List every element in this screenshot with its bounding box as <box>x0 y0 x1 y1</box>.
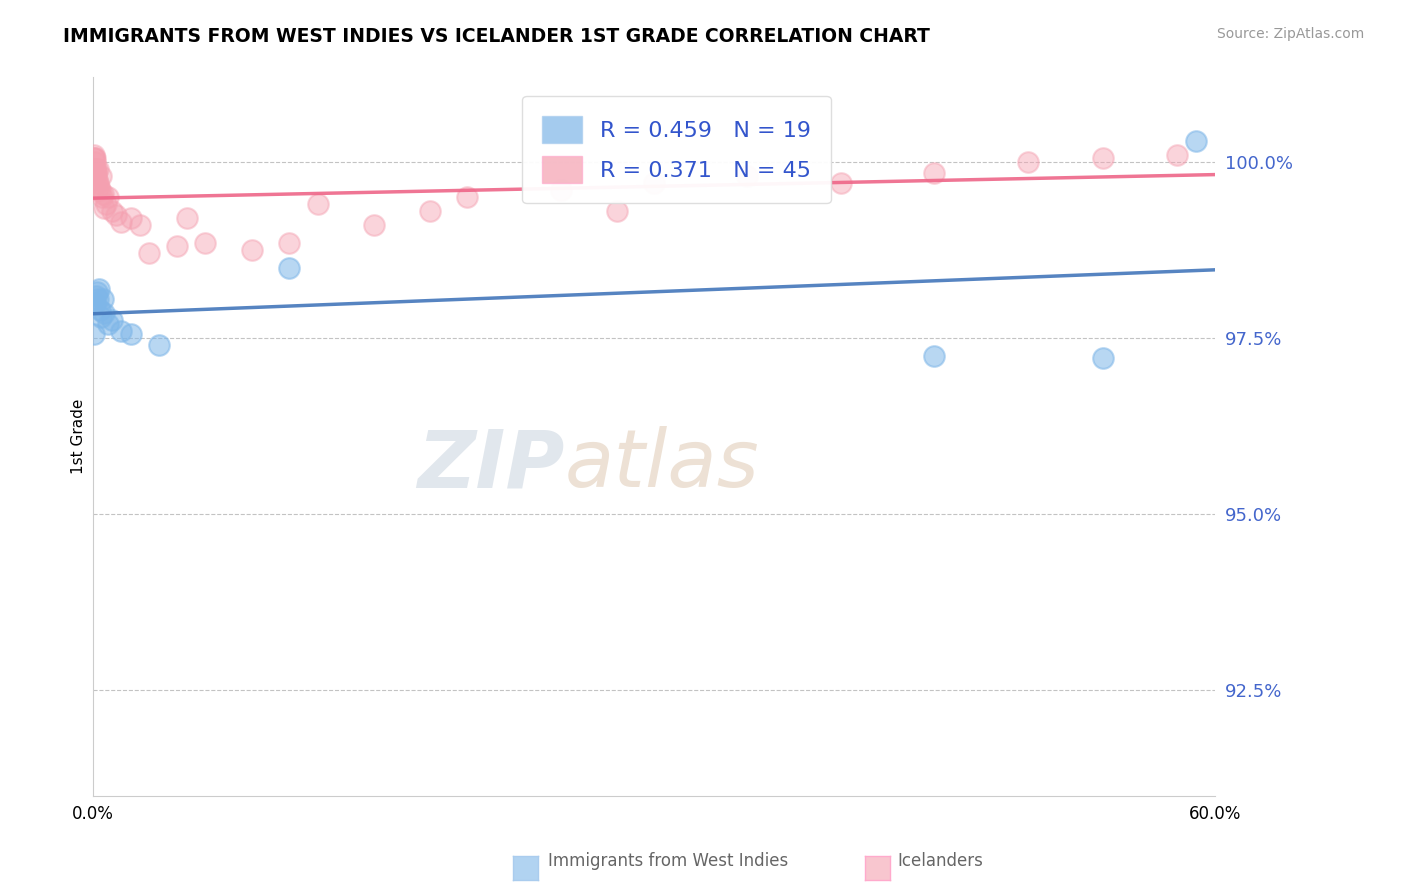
Point <box>84 289 107 303</box>
Text: Source: ZipAtlas.com: Source: ZipAtlas.com <box>1216 27 1364 41</box>
Point <box>1017 155 1039 169</box>
Point <box>363 219 385 233</box>
Point <box>278 260 301 275</box>
Point <box>148 338 170 352</box>
Point <box>278 235 301 250</box>
Point <box>90 169 112 183</box>
Point <box>84 295 107 310</box>
Text: Icelanders: Icelanders <box>897 852 983 870</box>
Point <box>924 165 946 179</box>
Y-axis label: 1st Grade: 1st Grade <box>72 399 86 475</box>
Point <box>606 204 628 219</box>
Text: Immigrants from West Indies: Immigrants from West Indies <box>548 852 789 870</box>
Point <box>737 169 759 183</box>
Point <box>1091 351 1114 365</box>
Point <box>90 190 112 204</box>
Point <box>84 152 107 166</box>
Point <box>97 190 120 204</box>
Point <box>84 161 107 176</box>
Point <box>138 246 160 260</box>
Point <box>83 152 105 166</box>
Point <box>84 155 107 169</box>
Point <box>90 310 112 324</box>
Point <box>924 349 946 363</box>
Point <box>83 152 105 166</box>
Point <box>643 176 665 190</box>
Point <box>104 208 127 222</box>
Point <box>307 197 329 211</box>
Point <box>86 172 108 186</box>
Point <box>456 190 478 204</box>
Point <box>84 165 107 179</box>
Point <box>166 239 188 253</box>
Point <box>129 219 152 233</box>
Point <box>101 204 124 219</box>
Point <box>83 161 105 176</box>
Legend: R = 0.459   N = 19, R = 0.371   N = 45: R = 0.459 N = 19, R = 0.371 N = 45 <box>522 95 831 203</box>
Point <box>96 197 118 211</box>
Point <box>419 204 441 219</box>
Point <box>1091 152 1114 166</box>
Point <box>91 293 114 307</box>
Point <box>83 327 105 342</box>
Point <box>97 317 120 331</box>
Point <box>120 211 142 226</box>
Text: IMMIGRANTS FROM WEST INDIES VS ICELANDER 1ST GRADE CORRELATION CHART: IMMIGRANTS FROM WEST INDIES VS ICELANDER… <box>63 27 931 45</box>
Point <box>93 306 115 320</box>
Point <box>89 183 111 197</box>
Point <box>87 179 110 194</box>
Point <box>86 285 108 300</box>
Point <box>86 183 108 197</box>
Text: atlas: atlas <box>564 426 759 504</box>
Point <box>83 148 105 162</box>
Point <box>550 183 572 197</box>
Point <box>120 327 142 342</box>
Point <box>86 169 108 183</box>
Point <box>830 176 852 190</box>
Text: ZIP: ZIP <box>418 426 564 504</box>
Point <box>87 293 110 307</box>
Point <box>87 161 110 176</box>
Point <box>91 186 114 201</box>
Point <box>110 324 132 338</box>
Point <box>1185 134 1208 148</box>
Point <box>93 201 115 215</box>
Point <box>1166 148 1188 162</box>
Point <box>87 176 110 190</box>
Point <box>240 243 263 257</box>
Point <box>194 235 217 250</box>
Point <box>101 313 124 327</box>
Point <box>87 282 110 296</box>
Point <box>110 215 132 229</box>
Point <box>89 302 111 317</box>
Point <box>176 211 198 226</box>
